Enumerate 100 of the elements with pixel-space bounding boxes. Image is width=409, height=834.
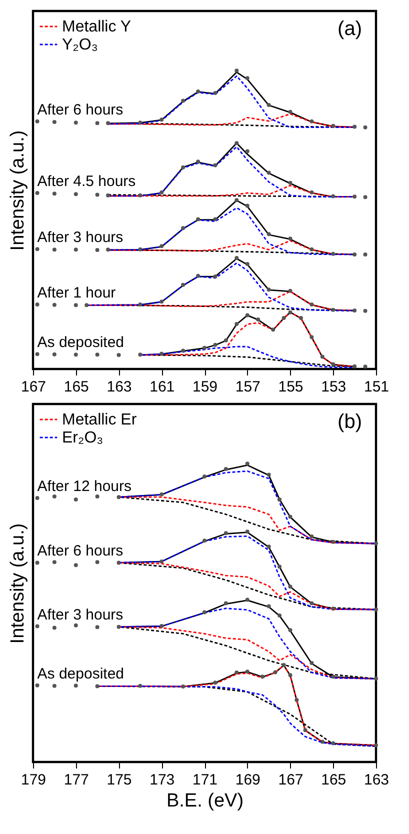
point [213, 163, 218, 168]
x-tick-label: 173 [150, 772, 175, 788]
point [106, 193, 110, 198]
point [331, 124, 336, 128]
point [234, 322, 239, 326]
point [266, 544, 271, 549]
point [202, 610, 206, 614]
point [374, 676, 378, 680]
point [213, 91, 218, 96]
point [266, 288, 271, 292]
series-label: As deposited [37, 334, 124, 352]
point [374, 608, 378, 612]
point [52, 626, 56, 630]
point [74, 684, 78, 688]
point [116, 624, 121, 629]
point [106, 121, 110, 126]
point [245, 462, 250, 466]
point [278, 614, 282, 618]
x-tick-label: 161 [150, 378, 175, 396]
point [234, 141, 239, 146]
point [224, 338, 228, 342]
point [52, 302, 56, 307]
point [52, 494, 56, 498]
point [331, 674, 336, 679]
point [288, 310, 292, 314]
point [352, 194, 357, 199]
point [282, 663, 286, 668]
point [234, 670, 239, 674]
point [303, 728, 308, 732]
point [95, 248, 100, 252]
point [288, 180, 292, 185]
point [213, 274, 218, 279]
legend-label: Y₂O₃ [62, 36, 98, 54]
point [35, 624, 40, 628]
y-axis-title: Intensity (a.u.) [8, 523, 28, 644]
point [245, 530, 250, 534]
x-tick-label: 157 [235, 378, 260, 396]
point [310, 660, 314, 665]
point [74, 623, 78, 628]
point [213, 342, 218, 347]
series-label: As deposited [37, 665, 124, 682]
series-label: After 3 hours [37, 229, 124, 246]
point [266, 472, 271, 477]
x-tick-label: 167 [20, 378, 46, 396]
point [138, 352, 142, 357]
point [331, 540, 336, 544]
point [95, 352, 100, 357]
point [224, 531, 228, 536]
point [260, 674, 264, 679]
point [234, 256, 239, 260]
point [288, 673, 292, 678]
point [352, 364, 357, 368]
series-label: After 3 hours [37, 606, 124, 624]
point [202, 346, 206, 350]
series-label: After 1 hour [37, 284, 116, 302]
point [35, 247, 40, 252]
point [52, 192, 56, 196]
point [331, 606, 336, 611]
series-label: After 12 hours [37, 478, 132, 495]
legend-label: Metallic Y [62, 18, 132, 36]
point [52, 120, 56, 124]
point [160, 352, 164, 356]
point [288, 628, 292, 632]
x-tick-label: 153 [321, 378, 346, 396]
point [278, 564, 282, 569]
point [352, 124, 357, 129]
point [363, 125, 368, 130]
point [288, 110, 292, 114]
point [138, 684, 142, 688]
x-tick-label: 159 [192, 378, 218, 396]
point [213, 217, 218, 222]
point [273, 670, 278, 674]
point [138, 193, 142, 198]
point [106, 248, 110, 252]
point [116, 495, 121, 500]
point [245, 149, 250, 154]
point [35, 302, 40, 307]
point [331, 362, 336, 366]
point [363, 364, 368, 369]
point [52, 684, 56, 688]
x-tick-label: 165 [321, 772, 346, 788]
point [266, 170, 271, 175]
point [374, 541, 378, 546]
point [95, 121, 100, 126]
point [95, 192, 100, 197]
point [310, 247, 314, 252]
point [95, 494, 100, 498]
point [35, 496, 40, 500]
point [35, 352, 40, 356]
point [245, 598, 250, 602]
point [245, 262, 250, 266]
point [95, 625, 100, 630]
x-tick-label: 163 [106, 378, 132, 396]
point [245, 76, 250, 80]
point [234, 198, 239, 202]
point [181, 98, 186, 103]
point [256, 317, 260, 322]
x-tick-label: 169 [235, 772, 260, 788]
text: (a) [338, 18, 362, 40]
point [266, 102, 271, 107]
